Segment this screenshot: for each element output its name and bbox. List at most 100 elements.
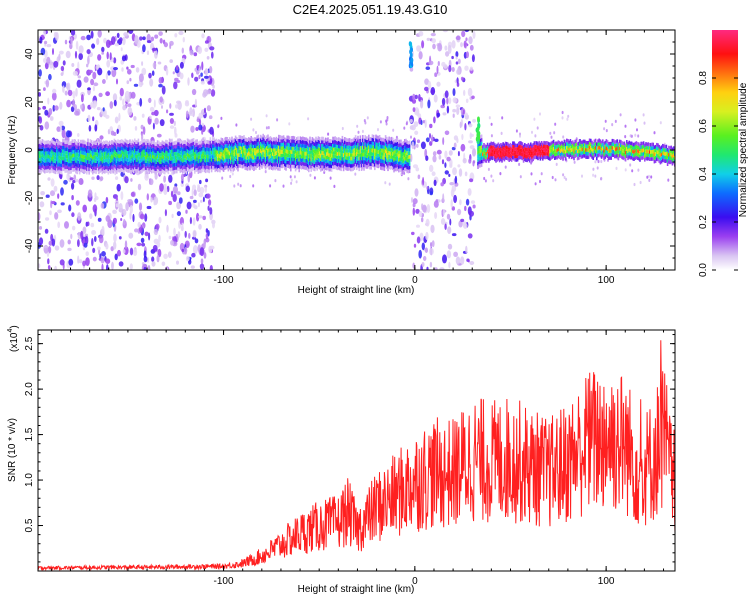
heatmap-cell bbox=[446, 97, 449, 105]
heatmap-cell bbox=[646, 157, 648, 161]
heatmap-cell bbox=[376, 160, 378, 165]
heatmap-cell bbox=[158, 165, 160, 170]
heatmap-cell bbox=[132, 151, 135, 155]
heatmap-cell bbox=[70, 162, 72, 167]
heatmap-cell bbox=[182, 141, 184, 145]
heatmap-cell bbox=[182, 159, 184, 163]
heatmap-cell bbox=[143, 255, 148, 263]
heatmap-cell bbox=[368, 138, 370, 142]
heatmap-cell bbox=[165, 150, 167, 155]
heatmap-cell bbox=[294, 157, 297, 161]
heatmap-cell bbox=[185, 145, 188, 150]
heatmap-cell bbox=[363, 145, 365, 150]
heatmap-cell bbox=[370, 140, 372, 145]
heatmap-cell bbox=[81, 154, 83, 158]
heatmap-cell bbox=[316, 156, 318, 160]
heatmap-cell bbox=[82, 140, 84, 144]
heatmap-cell bbox=[198, 165, 201, 170]
heatmap-cell bbox=[194, 148, 196, 153]
heatmap-cell bbox=[605, 146, 608, 150]
heatmap-cell bbox=[226, 140, 228, 145]
heatmap-cell bbox=[95, 141, 98, 145]
heatmap-cell bbox=[69, 148, 71, 153]
heatmap-cell bbox=[201, 165, 203, 169]
heatmap-cell bbox=[172, 170, 174, 175]
heatmap-cell bbox=[624, 157, 627, 162]
heatmap-cell bbox=[203, 146, 206, 151]
heatmap-cell bbox=[273, 137, 275, 141]
heatmap-cell bbox=[188, 164, 190, 169]
heatmap-cell bbox=[369, 147, 371, 152]
heatmap-cell bbox=[546, 152, 549, 156]
heatmap-cell bbox=[209, 137, 212, 141]
heatmap-cell bbox=[219, 168, 221, 173]
heatmap-cell bbox=[60, 72, 64, 76]
heatmap-cell bbox=[90, 165, 93, 169]
heatmap-cell bbox=[514, 158, 516, 162]
heatmap-cell bbox=[51, 167, 53, 172]
heatmap-cell bbox=[455, 56, 458, 60]
heatmap-cell bbox=[534, 155, 537, 160]
heatmap-cell bbox=[402, 155, 405, 160]
heatmap-cell bbox=[579, 142, 581, 147]
heatmap-cell bbox=[98, 166, 100, 171]
heatmap-cell bbox=[353, 148, 356, 152]
heatmap-cell bbox=[633, 143, 635, 147]
heatmap-cell bbox=[158, 158, 160, 163]
heatmap-cell bbox=[217, 125, 220, 129]
heatmap-cell bbox=[303, 151, 305, 155]
heatmap-cell bbox=[47, 246, 52, 254]
heatmap-cell bbox=[370, 162, 372, 166]
heatmap-cell bbox=[290, 157, 292, 161]
heatmap-cell bbox=[327, 155, 329, 159]
heatmap-cell bbox=[140, 159, 142, 163]
heatmap-cell bbox=[316, 141, 318, 146]
heatmap-cell bbox=[540, 144, 543, 149]
heatmap-cell bbox=[141, 165, 143, 170]
heatmap-cell bbox=[77, 153, 80, 158]
heatmap-cell bbox=[508, 151, 510, 155]
heatmap-cell bbox=[179, 72, 184, 80]
heatmap-cell bbox=[533, 148, 536, 153]
heatmap-cell bbox=[388, 143, 390, 148]
heatmap-cell bbox=[218, 146, 220, 150]
heatmap-cell bbox=[126, 66, 129, 70]
heatmap-cell bbox=[218, 150, 220, 154]
heatmap-cell bbox=[183, 161, 185, 166]
heatmap-cell bbox=[652, 149, 654, 154]
heatmap-cell bbox=[610, 156, 612, 160]
heatmap-cell bbox=[174, 169, 177, 174]
heatmap-cell bbox=[401, 166, 404, 171]
heatmap-cell bbox=[320, 150, 322, 154]
heatmap-cell bbox=[194, 76, 199, 82]
heatmap-cell bbox=[221, 148, 224, 153]
heatmap-cell bbox=[330, 139, 333, 143]
heatmap-cell bbox=[361, 129, 364, 133]
heatmap-cell bbox=[52, 158, 54, 163]
heatmap-cell bbox=[336, 145, 339, 149]
heatmap-cell bbox=[320, 168, 322, 172]
heatmap-cell bbox=[406, 162, 408, 166]
heatmap-cell bbox=[495, 148, 497, 152]
heatmap-cell bbox=[144, 162, 147, 167]
heatmap-cell bbox=[410, 153, 413, 163]
heatmap-cell bbox=[118, 112, 121, 122]
heatmap-cell bbox=[478, 153, 480, 157]
heatmap-cell bbox=[228, 165, 231, 170]
heatmap-cell bbox=[395, 153, 398, 157]
heatmap-cell bbox=[323, 143, 326, 147]
heatmap-cell bbox=[81, 168, 83, 173]
heatmap-cell bbox=[354, 153, 357, 157]
heatmap-cell bbox=[584, 139, 586, 144]
heatmap-cell bbox=[280, 153, 282, 158]
heatmap-cell bbox=[671, 154, 674, 159]
heatmap-cell bbox=[86, 49, 91, 55]
heatmap-cell bbox=[206, 168, 208, 173]
heatmap-cell bbox=[213, 166, 215, 170]
heatmap-cell bbox=[659, 146, 662, 150]
heatmap-cell bbox=[53, 170, 56, 174]
heatmap-cell bbox=[188, 153, 190, 158]
heatmap-cell bbox=[62, 85, 65, 93]
heatmap-cell bbox=[66, 147, 69, 151]
heatmap-cell bbox=[175, 64, 179, 71]
